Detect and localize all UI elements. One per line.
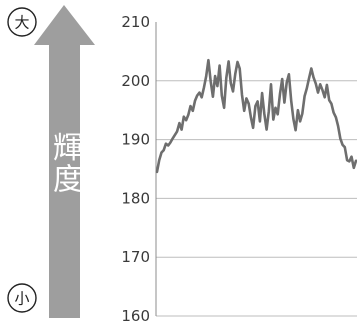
y-tick-label: 160 xyxy=(121,307,150,323)
scale-bottom-label: 小 xyxy=(14,290,29,308)
scale-label: 輝度 xyxy=(47,132,83,194)
luminance-scale: 輝度 大 小 xyxy=(7,5,95,318)
y-axis-ticks: 210 200 190 180 170 160 xyxy=(121,13,150,323)
y-tick-label: 180 xyxy=(121,189,150,207)
series-layer xyxy=(155,58,357,174)
y-tick-label: 170 xyxy=(121,248,150,266)
series-line xyxy=(155,58,357,174)
scale-top-label: 大 xyxy=(14,14,29,32)
scale-bottom-circle xyxy=(7,283,37,313)
y-tick-label: 190 xyxy=(121,131,150,149)
y-tick-label: 200 xyxy=(121,72,150,90)
up-arrow-icon xyxy=(34,5,95,318)
y-tick-label: 210 xyxy=(121,13,150,31)
scale-top-circle xyxy=(7,7,37,37)
grid-lines xyxy=(156,80,357,317)
